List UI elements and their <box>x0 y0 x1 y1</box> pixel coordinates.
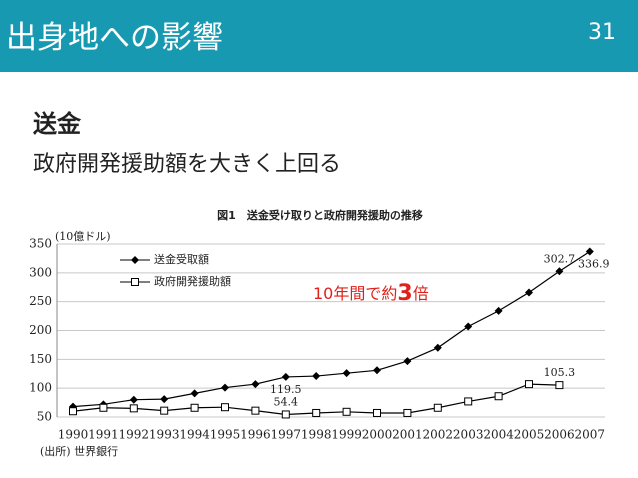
value-label: 336.9 <box>578 258 610 271</box>
y-tick-label: 350 <box>29 237 52 251</box>
marker <box>190 389 199 398</box>
marker <box>585 247 594 256</box>
marker <box>131 256 139 264</box>
marker <box>433 403 442 412</box>
x-tick-label: 1992 <box>119 428 150 442</box>
marker <box>129 395 138 404</box>
heading: 送金 <box>33 110 81 138</box>
header-bar: 出身地への影響 31 <box>0 0 638 72</box>
marker <box>555 381 564 390</box>
annotation-emphasis: 3 <box>397 281 412 306</box>
marker <box>525 380 533 389</box>
chart-title: 図1 送金受け取りと政府開発援助の推移 <box>217 208 423 222</box>
page-number: 31 <box>588 20 616 45</box>
series-line <box>72 251 591 408</box>
marker <box>464 322 473 331</box>
legend-label: 送金受取額 <box>154 252 209 266</box>
marker <box>433 343 442 352</box>
annotation-text: 倍 <box>413 284 429 303</box>
x-tick-label: 1995 <box>210 428 241 442</box>
marker <box>555 267 564 276</box>
marker <box>221 383 229 392</box>
marker <box>160 406 169 415</box>
x-tick-label: 1996 <box>240 428 271 442</box>
x-tick-label: 2002 <box>423 428 454 442</box>
y-tick-label: 250 <box>29 294 52 308</box>
marker <box>251 406 260 415</box>
x-tick-label: 2000 <box>362 428 393 442</box>
marker <box>131 278 139 286</box>
marker <box>373 366 381 375</box>
x-tick-label: 1997 <box>271 428 302 442</box>
value-label: 302.7 <box>544 252 576 265</box>
y-axis-label: (10億ドル) <box>55 230 111 243</box>
x-tick-label: 1991 <box>88 428 119 442</box>
x-tick-label: 1998 <box>301 428 332 442</box>
slide-title: 出身地への影響 <box>6 20 223 56</box>
y-tick-label: 200 <box>29 323 52 337</box>
subheading: 政府開発援助額を大きく上回る <box>33 152 342 177</box>
marker <box>312 408 321 417</box>
legend-label: 政府開発援助額 <box>154 274 231 288</box>
marker <box>464 397 473 406</box>
x-tick-label: 2006 <box>544 428 575 442</box>
marker <box>129 404 138 413</box>
marker <box>281 410 290 419</box>
marker <box>281 372 290 381</box>
value-label: 119.5 <box>270 383 302 396</box>
y-tick-label: 300 <box>29 265 52 279</box>
marker <box>494 306 503 315</box>
x-tick-label: 1994 <box>179 428 210 442</box>
marker <box>160 395 169 404</box>
marker <box>312 372 321 381</box>
annotation-text: 10年間で約 <box>313 284 397 303</box>
y-tick-label: 100 <box>29 381 52 395</box>
y-tick-label: 150 <box>29 352 52 366</box>
marker <box>99 403 108 412</box>
marker <box>403 408 412 417</box>
x-tick-label: 2004 <box>483 428 514 442</box>
x-tick-label: 2001 <box>392 428 423 442</box>
marker <box>69 407 77 416</box>
value-label: 54.4 <box>274 395 299 408</box>
marker <box>342 369 351 378</box>
x-tick-label: 1999 <box>331 428 362 442</box>
annotation: 10年間で約3倍 <box>313 281 429 306</box>
x-tick-label: 1990 <box>58 428 89 442</box>
x-tick-label: 2007 <box>575 428 606 442</box>
marker <box>494 392 503 401</box>
marker <box>251 380 260 389</box>
marker <box>221 403 229 412</box>
marker <box>190 403 199 412</box>
x-tick-label: 1993 <box>149 428 180 442</box>
marker <box>342 407 351 416</box>
y-tick-label: 50 <box>37 410 52 424</box>
x-tick-label: 2005 <box>514 428 545 442</box>
marker <box>403 357 412 366</box>
marker <box>525 288 533 297</box>
source: (出所) 世界銀行 <box>40 444 118 458</box>
x-tick-label: 2003 <box>453 428 484 442</box>
chart: 図1 送金受け取りと政府開発援助の推移 (10億ドル) (出所) 世界銀行 50 100… <box>29 208 610 458</box>
value-label: 105.3 <box>544 366 576 379</box>
marker <box>373 408 381 417</box>
